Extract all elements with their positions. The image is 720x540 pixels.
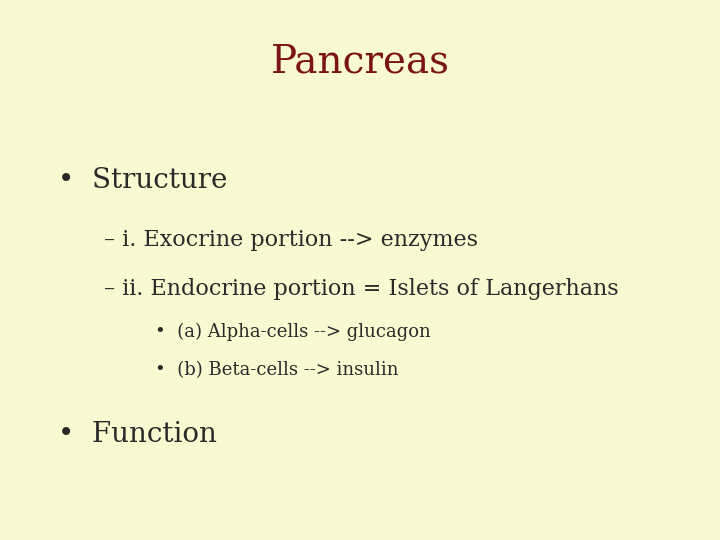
Text: – i. Exocrine portion --> enzymes: – i. Exocrine portion --> enzymes	[104, 230, 478, 251]
Text: •  (a) Alpha-cells --> glucagon: • (a) Alpha-cells --> glucagon	[155, 323, 431, 341]
Text: •  Function: • Function	[58, 421, 217, 448]
Text: •  (b) Beta-cells --> insulin: • (b) Beta-cells --> insulin	[155, 361, 398, 379]
Text: Pancreas: Pancreas	[271, 44, 449, 80]
Text: •  Structure: • Structure	[58, 167, 227, 194]
Text: – ii. Endocrine portion = Islets of Langerhans: – ii. Endocrine portion = Islets of Lang…	[104, 278, 619, 300]
